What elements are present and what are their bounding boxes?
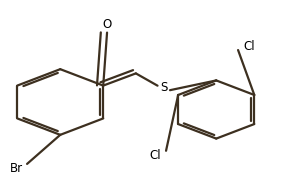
- Text: O: O: [102, 18, 112, 31]
- Text: Br: Br: [10, 162, 23, 175]
- Text: S: S: [160, 81, 168, 94]
- Text: Cl: Cl: [243, 40, 255, 53]
- Text: Cl: Cl: [149, 149, 161, 162]
